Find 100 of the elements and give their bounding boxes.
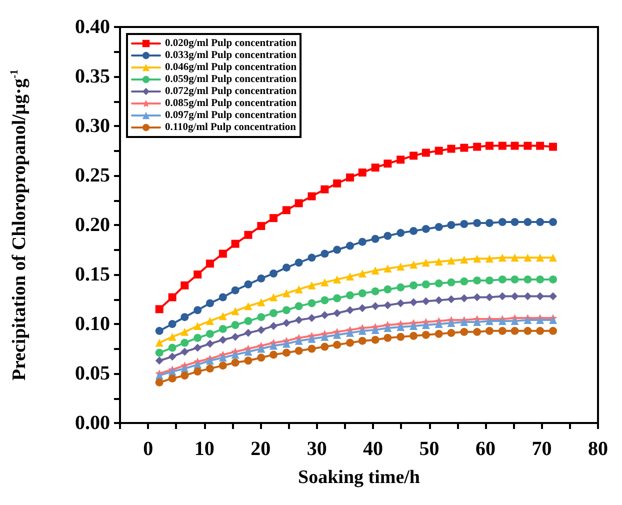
point [180,328,189,336]
point [371,287,380,296]
point [358,289,366,298]
point [294,285,303,294]
point [346,173,354,182]
point [180,281,189,290]
point [168,344,176,352]
point [460,144,468,152]
point [244,302,252,310]
point [282,264,290,272]
point [282,306,290,314]
point [447,256,456,265]
legend-label: 0.046g/ml Pulp concentration [165,62,297,73]
point [194,368,202,376]
point [320,250,329,258]
point [498,254,506,262]
point [498,292,506,300]
point [371,164,380,172]
point [447,328,456,337]
point [320,311,329,320]
y-tick-label: 0.35 [75,66,110,88]
x-tick-label: 10 [194,438,214,460]
point [384,324,392,332]
point [333,294,342,302]
point [510,218,519,226]
point [422,280,430,288]
point [308,192,316,200]
x-tick-label: 20 [250,438,271,460]
x-tick-label: 30 [306,438,327,460]
point [460,220,468,228]
point [257,222,266,230]
point [358,336,366,345]
point [333,246,342,254]
point [549,254,558,262]
point [510,142,519,150]
point [206,364,214,373]
point [358,270,366,278]
point [549,275,558,284]
point [549,326,558,335]
point [333,179,342,188]
point [536,275,544,284]
point [257,274,266,282]
point [282,289,290,298]
point [384,264,392,273]
point [308,299,316,308]
point [294,258,303,267]
point [371,266,380,275]
y-axis-title: Precipitation of Chloropropanol/μg·g-1 [8,69,30,381]
point [168,352,176,361]
point [218,250,227,258]
point [536,254,544,262]
point [434,296,443,304]
x-tick-label: 70 [532,438,552,460]
point [396,262,405,271]
point [308,281,316,290]
point [384,232,392,240]
point [257,354,266,362]
point [282,348,290,357]
y-tick-label: 0.40 [75,16,110,38]
point [320,332,329,341]
point [473,142,482,151]
x-axis-title: Soaking time/h [298,467,420,488]
y-tick-label: 0.25 [75,164,110,186]
point [294,316,303,324]
point [206,340,214,348]
point [270,270,278,278]
point [485,254,494,263]
point [422,224,430,233]
point [434,222,443,231]
point [346,328,354,337]
point [434,330,443,338]
point [410,298,418,306]
point [244,230,252,239]
point [510,326,519,335]
point [270,309,278,318]
point [231,332,240,341]
point [231,350,240,359]
point [218,336,227,344]
point [447,278,456,286]
point [524,254,532,262]
point [510,317,519,326]
point [231,286,240,294]
point [194,334,202,342]
point [282,319,290,328]
point [524,292,532,300]
point [194,270,202,278]
point [422,297,430,306]
point [410,260,418,269]
legend-label: 0.097g/ml Pulp concentration [165,110,297,121]
point [371,234,380,243]
point [473,318,482,326]
point [257,344,266,353]
point [180,313,189,322]
point [524,326,532,335]
legend-label: 0.020g/ml Pulp concentration [165,38,297,49]
point [270,350,278,359]
point [460,256,468,264]
point [447,319,456,328]
point [422,258,430,267]
point [371,302,380,310]
